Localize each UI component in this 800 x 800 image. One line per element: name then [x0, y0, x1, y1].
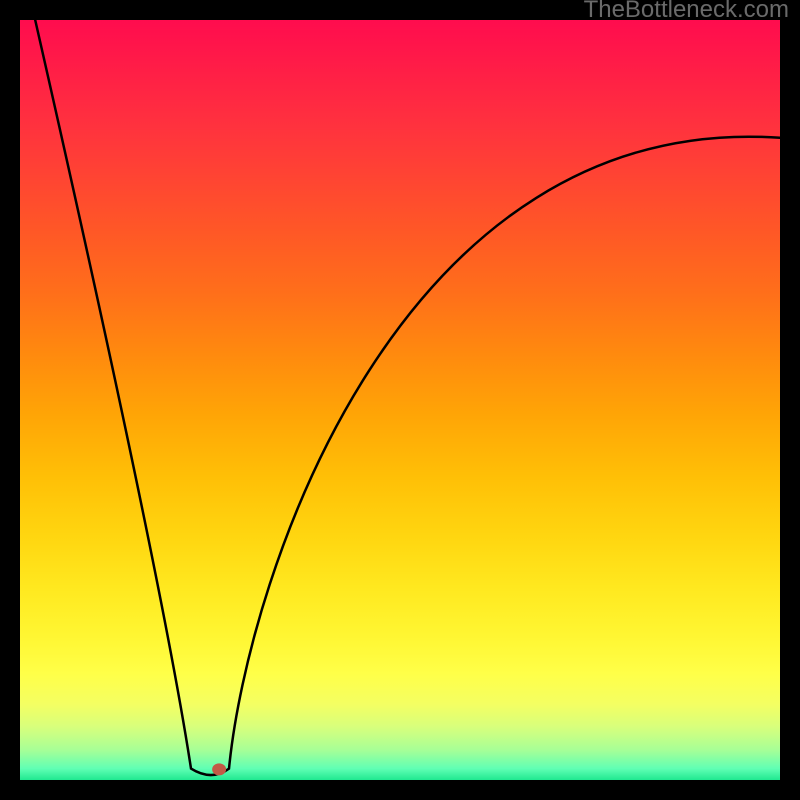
watermark-text: TheBottleneck.com — [584, 0, 789, 23]
plot-area — [20, 20, 780, 780]
optimal-point-marker — [212, 763, 226, 775]
bottleneck-chart: TheBottleneck.com — [0, 0, 800, 800]
